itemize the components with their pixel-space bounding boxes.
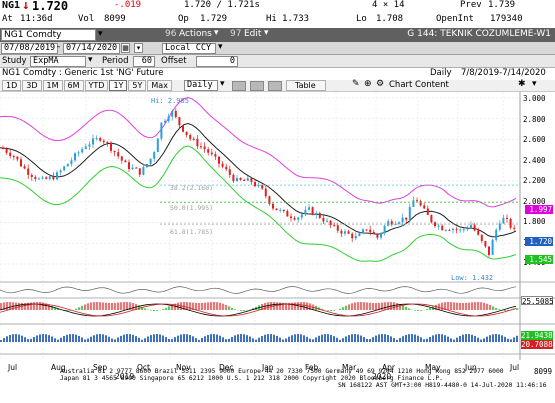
net-change: -.019 [114, 0, 141, 10]
last-price-tag: 1.720 [525, 237, 553, 246]
footer-line-1: Australia 61 2 9777 8600 Brazil 5511 239… [60, 368, 504, 375]
macd-tag-1: 21.9438 [521, 331, 553, 340]
chart-canvas [0, 92, 555, 400]
y-tick-label: 2.800 [523, 115, 546, 124]
y-tick-label: 2.200 [523, 176, 546, 185]
drawing-tool-icon[interactable] [250, 81, 264, 91]
start-date-field[interactable]: 07/08/2019 [1, 43, 58, 54]
actions-chevron-icon[interactable]: ▾ [214, 28, 219, 38]
y-tick-label: 2.400 [523, 156, 546, 165]
low-price: 1.708 [376, 14, 403, 24]
down-arrow-icon: ↓ [22, 0, 30, 13]
vol-label: Vol [78, 14, 94, 24]
period-field[interactable]: 60 [133, 56, 155, 67]
volume-tag: 25.5085 [521, 296, 553, 305]
month-label: Jul [8, 363, 17, 372]
quote-bar-2: At 11:36d Vol 8099 Op 1.729 Hi 1.733 Lo … [0, 14, 555, 28]
end-date-field[interactable]: 07/14/2020 [63, 43, 120, 54]
fib-level-500: 50.0(1.995) [170, 204, 213, 212]
prev-label: Prev [460, 0, 482, 10]
period-button-3d[interactable]: 3D [22, 80, 41, 91]
study-select[interactable]: ExpMA [30, 56, 86, 67]
chart-tools-icon[interactable]: ⊕ [364, 79, 372, 89]
study-chevron-icon[interactable]: ▾ [88, 55, 93, 65]
quote-bar: NG1 ↓ 1.720 -.019 1.720 / 1.721s 4 × 14 … [0, 0, 555, 14]
open-price: 1.729 [200, 14, 227, 24]
open-interest: 179340 [490, 14, 523, 24]
at-label: At [2, 14, 13, 24]
period-button-1m[interactable]: 1M [43, 80, 63, 91]
chart-settings-icon[interactable]: ✎ [352, 79, 360, 89]
dropdown-arrow-icon[interactable]: ▾ [98, 29, 103, 39]
bottom-volume-tag: 8099 [521, 367, 553, 376]
frequency-select[interactable]: Daily [184, 80, 218, 91]
offset-label: Offset [161, 56, 187, 66]
volume: 8099 [104, 14, 126, 24]
edit-number: 97 [230, 29, 241, 39]
actions-menu[interactable]: Actions [179, 29, 212, 39]
prev-close: 1.739 [488, 0, 515, 10]
open-label: Op [178, 14, 189, 24]
fib-level-382: 38.2(2.160) [170, 184, 213, 192]
chart-expand-icon[interactable]: ▾ [532, 79, 537, 89]
period-button-5y[interactable]: 5Y [128, 80, 146, 91]
calendar-icon[interactable]: ▦ [121, 43, 130, 53]
period-button-ytd[interactable]: YTD [85, 80, 109, 91]
actions-number: 96 [165, 29, 176, 39]
annotation-icon[interactable] [268, 81, 282, 91]
period-button-max[interactable]: Max [147, 80, 172, 91]
footer-line-3: SN 168122 AST GMT+3:00 H819-4480-0 14-Ju… [338, 382, 547, 389]
date-picker-icon[interactable]: ▾ [134, 43, 143, 53]
security-field[interactable]: NG1 Comdty [1, 29, 96, 41]
y-tick-label: 1.800 [523, 217, 546, 226]
description-bar: NG1 Comdty : Generic 1st 'NG' Future Dai… [0, 68, 555, 80]
lower-band-tag: 1.545 [525, 255, 553, 264]
low-label: Lo [356, 14, 367, 24]
date-filter-bar: 07/08/2019 - 07/14/2020 ▦ ▾ Local CCY ▾ [0, 42, 555, 55]
footer-line-2: Japan 81 3 4565 8900 Singapore 65 6212 1… [60, 375, 443, 382]
chart-content-icon[interactable]: ⚙ [376, 79, 384, 89]
low-annotation: Low: 1.432 [451, 274, 493, 282]
high-label: Hi [266, 14, 277, 24]
edit-menu[interactable]: Edit [244, 29, 261, 39]
frequency-chevron-icon[interactable]: ▾ [220, 79, 225, 89]
y-tick-label: 2.600 [523, 135, 546, 144]
currency-select[interactable]: Local CCY [162, 43, 216, 54]
ticker: NG1 [2, 0, 20, 11]
offset-field[interactable]: 0 [196, 56, 238, 67]
last-price: 1.720 [32, 0, 68, 13]
date-separator: - [57, 42, 60, 52]
chart-content-button[interactable]: Chart Content [389, 80, 449, 90]
frequency-label: Daily [430, 68, 452, 78]
fib-level-618: 61.8(1.785) [170, 228, 213, 236]
y-tick-label: 3.000 [523, 94, 546, 103]
period-button-6m[interactable]: 6M [64, 80, 84, 91]
high-annotation: Hi: 2.905 [151, 97, 189, 105]
table-button[interactable]: Table [286, 80, 326, 91]
title-bar: NG1 Comdty ▾ 96 Actions ▾ 97 Edit ▾ G 14… [0, 28, 555, 42]
macd-tag-2: 20.7088 [521, 340, 553, 349]
page-title: G 144: TEKNIK COZUMLEME-W1 [407, 29, 551, 39]
study-label: Study [2, 56, 27, 66]
month-label: Jul [510, 363, 519, 372]
upper-band-tag: 1.997 [525, 205, 553, 214]
period-button-1y[interactable]: 1Y [109, 80, 127, 91]
last-time: 11:36d [20, 14, 53, 24]
security-description: NG1 Comdty : Generic 1st 'NG' Future [2, 68, 163, 78]
bid-ask-size: 4 × 14 [372, 0, 405, 10]
line-chart-icon[interactable] [232, 81, 246, 91]
date-range: 7/8/2019-7/14/2020 [461, 68, 546, 78]
currency-chevron-icon[interactable]: ▾ [218, 42, 223, 52]
price-chart[interactable]: Hi: 2.905 Low: 1.432 38.2(2.160) 50.0(1.… [0, 92, 555, 400]
high-price: 1.733 [282, 14, 309, 24]
search-icon[interactable]: ✱ [518, 79, 526, 89]
study-bar: Study ExpMA ▾ Period 60 Offset 0 [0, 55, 555, 68]
period-button-1d[interactable]: 1D [2, 80, 21, 91]
period-label: Period [102, 56, 129, 66]
open-interest-label: OpenInt [436, 14, 474, 24]
bid-ask: 1.720 / 1.721s [184, 0, 260, 10]
edit-chevron-icon[interactable]: ▾ [264, 28, 269, 38]
